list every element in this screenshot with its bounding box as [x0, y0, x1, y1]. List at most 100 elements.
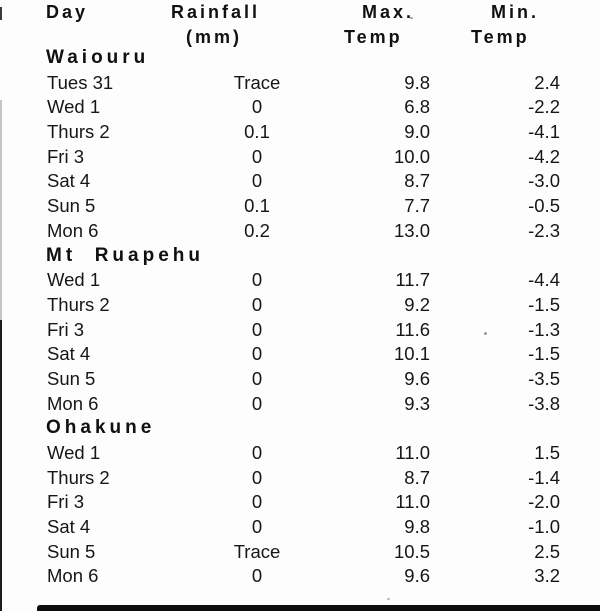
column-header-rainfall-unit: (mm) — [186, 27, 242, 47]
rainfall-cell: 0 — [251, 367, 263, 389]
table-row: Fri 3 0 11.6 -1.3 — [0, 318, 600, 343]
min-temp-cell: -1.4 — [528, 466, 560, 488]
day-cell: Fri 3 — [47, 491, 84, 513]
min-temp-cell: 1.5 — [534, 442, 560, 463]
day-cell: Wed 1 — [47, 269, 101, 291]
section-header: Waiouru — [46, 47, 150, 68]
table-row: Thurs 2 0 9.2 -1.5 — [0, 293, 600, 318]
column-header-min: Min. — [491, 2, 539, 22]
rainfall-cell: 0 — [251, 318, 263, 340]
table-row: Sat 4 0 10.1 -1.5 — [0, 342, 600, 367]
rainfall-cell: 0.2 — [244, 219, 270, 241]
max-temp-cell: 9.0 — [404, 121, 430, 143]
column-header-max-temp: Temp — [344, 27, 403, 47]
max-temp-cell: 9.2 — [404, 293, 430, 315]
day-cell: Wed 1 — [47, 442, 101, 463]
min-temp-cell: -2.2 — [528, 96, 560, 118]
max-temp-cell: 11.0 — [395, 442, 430, 463]
max-temp-cell: 10.0 — [393, 145, 430, 167]
rainfall-cell: Trace — [233, 71, 281, 93]
table-row: Wed 1 0 6.8 -2.2 — [0, 95, 600, 120]
rainfall-cell: 0 — [251, 170, 263, 192]
table-row: Wed 1 0 11.0 1.5 — [0, 441, 600, 466]
max-temp-cell: 11.6 — [395, 318, 430, 340]
table-row: Mon 6 0 9.6 3.2 — [0, 564, 600, 589]
min-temp-cell: -4.2 — [528, 145, 560, 167]
max-temp-cell: 11.7 — [395, 269, 430, 291]
day-cell: Sun 5 — [47, 195, 96, 217]
day-cell: Mon 6 — [47, 219, 99, 241]
rainfall-cell: 0.1 — [244, 195, 270, 217]
table-row: Sun 5 Trace 10.5 2.5 — [0, 540, 600, 565]
rainfall-cell: 0 — [251, 491, 263, 513]
day-cell: Tues 31 — [47, 71, 114, 93]
max-temp-cell: 8.7 — [404, 170, 430, 192]
rainfall-cell: 0 — [251, 293, 263, 315]
column-header-min-temp: Temp — [471, 27, 530, 47]
max-temp-cell: 6.8 — [404, 96, 430, 118]
max-temp-cell: 8.7 — [404, 466, 430, 488]
rainfall-cell: 0 — [251, 392, 263, 414]
rainfall-cell: 0 — [251, 269, 263, 291]
day-cell: Mon 6 — [47, 392, 99, 414]
max-temp-cell: 9.6 — [404, 367, 430, 389]
day-cell: Sat 4 — [47, 170, 91, 192]
scan-speck — [484, 332, 487, 335]
max-temp-cell: 9.6 — [404, 565, 430, 587]
table-row: Sat 4 0 9.8 -1.0 — [0, 515, 600, 540]
max-temp-cell: 9.8 — [404, 516, 430, 538]
section-header: Mt Ruapehu — [46, 244, 204, 266]
table-row: Sun 5 0.1 7.7 -0.5 — [0, 194, 600, 219]
table-row: Thurs 2 0.1 9.0 -4.1 — [0, 120, 600, 145]
day-cell: Fri 3 — [47, 145, 84, 167]
bottom-table-border-rule — [37, 605, 600, 611]
rainfall-cell: 0 — [251, 343, 263, 365]
min-temp-cell: 3.2 — [534, 565, 560, 587]
table-row: Sun 5 0 9.6 -3.5 — [0, 367, 600, 392]
min-temp-cell: -1.5 — [528, 343, 560, 365]
column-header-day: Day — [46, 2, 89, 22]
rainfall-cell: Trace — [233, 540, 281, 562]
max-temp-cell: 11.0 — [395, 491, 430, 513]
max-temp-cell: 7.7 — [404, 195, 430, 217]
min-temp-cell: -1.0 — [528, 516, 560, 538]
table-row: Mon 6 0.2 13.0 -2.3 — [0, 219, 600, 244]
rainfall-cell: 0.1 — [244, 121, 270, 143]
day-cell: Sat 4 — [47, 516, 91, 538]
table-row: Fri 3 0 11.0 -2.0 — [0, 490, 600, 515]
min-temp-cell: -2.0 — [528, 491, 560, 513]
min-temp-cell: -3.8 — [528, 392, 560, 414]
table-row: Wed 1 0 11.7 -4.4 — [0, 268, 600, 293]
min-temp-cell: -3.0 — [528, 170, 560, 192]
day-cell: Sat 4 — [47, 343, 91, 365]
column-header-rainfall: Rainfall — [171, 2, 261, 22]
day-cell: Thurs 2 — [47, 293, 110, 315]
scan-edge-artifact-top — [0, 7, 2, 20]
scan-speck — [410, 17, 413, 19]
day-cell: Sun 5 — [47, 367, 96, 389]
min-temp-cell: -2.3 — [528, 219, 560, 241]
min-temp-cell: -4.1 — [528, 121, 560, 143]
rainfall-cell: 0 — [251, 145, 263, 167]
max-temp-cell: 10.5 — [393, 540, 430, 562]
scan-edge-artifact-dark — [0, 320, 2, 611]
rainfall-cell: 0 — [251, 442, 263, 463]
scan-edge-artifact-light — [0, 100, 2, 320]
column-header-max: Max. — [362, 2, 415, 22]
rainfall-cell: 0 — [251, 96, 263, 118]
max-temp-cell: 13.0 — [393, 219, 430, 241]
rainfall-cell: 0 — [251, 466, 263, 488]
rainfall-cell: 0 — [251, 516, 263, 538]
section-header: Ohakune — [46, 417, 156, 439]
min-temp-cell: 2.4 — [534, 71, 560, 93]
scan-speck — [387, 598, 390, 600]
min-temp-cell: -1.3 — [528, 318, 560, 340]
table-row: Fri 3 0 10.0 -4.2 — [0, 145, 600, 170]
min-temp-cell: -0.5 — [528, 195, 560, 217]
table-row: Sat 4 0 8.7 -3.0 — [0, 169, 600, 194]
rainfall-cell: 0 — [251, 565, 263, 587]
day-cell: Fri 3 — [47, 318, 84, 340]
max-temp-cell: 10.1 — [393, 343, 430, 365]
day-cell: Sun 5 — [47, 540, 96, 562]
